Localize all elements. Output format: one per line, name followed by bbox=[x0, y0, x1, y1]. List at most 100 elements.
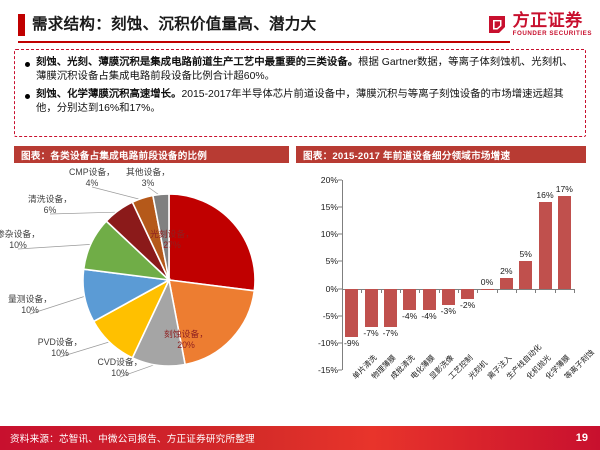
bullet-dot-icon bbox=[25, 62, 30, 67]
title-underline bbox=[18, 41, 510, 43]
y-axis-tick-mark bbox=[338, 179, 342, 181]
pie-slice-label: PVD设备， 10% bbox=[38, 337, 82, 359]
bullet-text: 刻蚀、光刻、薄膜沉积是集成电路前道生产工艺中最重要的三类设备。根据 Gartne… bbox=[36, 56, 575, 85]
x-axis-tick-mark bbox=[458, 288, 459, 293]
pie-label-name: 量测设备， bbox=[8, 294, 52, 305]
pie-label-value: 20% bbox=[177, 340, 195, 350]
bar-value-label: -4% bbox=[421, 311, 437, 322]
bar bbox=[538, 201, 552, 289]
pie-slice-label: CMP设备， 4% bbox=[69, 167, 115, 189]
pie-label-name: 光刻设备， bbox=[150, 229, 194, 240]
pie-label-name: CVD设备， bbox=[97, 357, 143, 368]
bar-chart-panel: 20% 15% 10% 5% 0% -5% -10% -15% -9% 单片清洗 -7% 物理薄膜 -7… bbox=[296, 168, 596, 418]
pie-label-value: 10% bbox=[21, 305, 39, 315]
bar bbox=[345, 288, 359, 338]
key-points-callout: 刻蚀、光刻、薄膜沉积是集成电路前道生产工艺中最重要的三类设备。根据 Gartne… bbox=[14, 49, 586, 137]
y-axis-tick-label: 10% bbox=[320, 229, 338, 240]
bar-chart-plot: 20% 15% 10% 5% 0% -5% -10% -15% -9% 单片清洗 -7% 物理薄膜 -7… bbox=[318, 175, 596, 381]
bullet-item: 刻蚀、化学薄膜沉积高速增长。2015-2017年半导体芯片前道设备中，薄膜沉积与… bbox=[25, 88, 575, 117]
bar bbox=[403, 288, 417, 311]
pie-slice-label: 刻蚀设备， 20% bbox=[164, 329, 208, 351]
bar-value-label: -3% bbox=[440, 305, 456, 316]
x-axis-tick-mark bbox=[554, 288, 556, 293]
y-axis-tick-mark bbox=[338, 369, 342, 371]
chart-caption-right: 图表：2015-2017 年前道设备细分领域市场增速 bbox=[296, 146, 586, 163]
bullet-body: 2015-2017年半导体芯片前道设备中，薄膜沉积与等离子刻蚀设备的市场增速远超… bbox=[36, 88, 564, 115]
bar-value-label: -4% bbox=[402, 311, 418, 322]
bar bbox=[557, 196, 571, 289]
y-axis-tick-mark bbox=[338, 233, 342, 235]
bar-value-label: 0% bbox=[480, 276, 494, 287]
slide-header: 需求结构：刻蚀、沉积价值量高、潜力大 方正证券 FOUNDER SECURITI… bbox=[0, 0, 600, 46]
pie-label-value: 4% bbox=[85, 178, 99, 188]
slide-footer: 资料来源：芯智讯、中微公司报告、方正证券研究所整理 19 bbox=[0, 426, 600, 450]
x-axis-tick-mark bbox=[535, 288, 537, 293]
bar bbox=[480, 288, 494, 290]
bar-value-label: -7% bbox=[382, 327, 398, 338]
bar bbox=[461, 288, 475, 300]
bar-value-label: 16% bbox=[536, 189, 554, 200]
pie-chart-panel: 光刻设备， 27% 刻蚀设备， 20% CVD设备， 10% PVD设备， 10% 量测设备， 1… bbox=[0, 167, 289, 418]
pie-slice-label: CVD设备， 10% bbox=[98, 357, 143, 379]
source-note: 资料来源：芯智讯、中微公司报告、方正证券研究所整理 bbox=[10, 434, 255, 445]
logo-mark-icon bbox=[486, 14, 508, 36]
y-axis-tick-label: -10% bbox=[317, 337, 338, 348]
pie-label-value: 10% bbox=[111, 368, 129, 378]
pie-label-value: 6% bbox=[43, 205, 57, 215]
bar-value-label: 5% bbox=[519, 249, 532, 260]
pie-label-name: 其他设备， bbox=[126, 167, 170, 178]
x-axis-tick-mark bbox=[574, 288, 575, 293]
pie-slice bbox=[151, 193, 170, 281]
x-axis-tick-mark bbox=[477, 288, 479, 293]
bullet-dot-icon bbox=[25, 93, 30, 99]
bullet-text: 刻蚀、化学薄膜沉积高速增长。2015-2017年半导体芯片前道设备中，薄膜沉积与… bbox=[36, 88, 575, 117]
x-axis-tick-mark bbox=[419, 288, 421, 293]
bar bbox=[499, 277, 513, 289]
title-accent-bar bbox=[18, 14, 25, 36]
x-axis-tick-mark bbox=[380, 288, 382, 293]
y-axis-tick-label: 0% bbox=[325, 283, 338, 294]
pie-slice-label: 清洗设备， 6% bbox=[28, 194, 72, 216]
y-axis-tick-mark bbox=[338, 260, 342, 262]
bar-value-label: -9% bbox=[344, 338, 360, 349]
pie-label-name: 掺杂设备， bbox=[0, 229, 40, 240]
pie-label-value: 27% bbox=[163, 240, 181, 250]
bar bbox=[422, 288, 436, 311]
pie-label-name: PVD设备， bbox=[37, 337, 83, 348]
x-axis-tick-mark bbox=[496, 288, 498, 293]
pie-leader-lines bbox=[17, 186, 162, 378]
bullet-body: 根据 Gartner数据，等离子体刻蚀机、光刻机、薄膜沉积设备占集成电路前段设备… bbox=[36, 57, 573, 83]
y-axis-tick-mark bbox=[338, 342, 342, 344]
pie-slice-label: 量测设备， 10% bbox=[8, 294, 52, 316]
bullet-lead: 刻蚀、化学薄膜沉积高速增长。 bbox=[36, 88, 182, 100]
x-axis-tick-mark bbox=[438, 288, 440, 293]
x-axis-tick-mark bbox=[516, 288, 517, 293]
y-axis-tick-mark bbox=[338, 206, 342, 208]
bar bbox=[364, 288, 378, 327]
chart-caption-left: 图表：各类设备占集成电路前段设备的比例 bbox=[14, 146, 289, 163]
bar bbox=[519, 261, 533, 289]
bar bbox=[383, 288, 397, 327]
bar-value-label: -2% bbox=[460, 300, 476, 311]
pie-slice bbox=[168, 279, 256, 366]
pie-label-value: 10% bbox=[9, 240, 27, 250]
y-axis-tick-label: 20% bbox=[320, 175, 338, 185]
y-axis-tick-label: -15% bbox=[317, 365, 338, 375]
bar-value-label: 2% bbox=[500, 265, 513, 276]
bullet-lead: 刻蚀、光刻、薄膜沉积是集成电路前道生产工艺中最重要的三类设备。 bbox=[36, 57, 359, 68]
pie-label-name: CMP设备， bbox=[69, 167, 115, 178]
bullet-item: 刻蚀、光刻、薄膜沉积是集成电路前道生产工艺中最重要的三类设备。根据 Gartne… bbox=[25, 56, 575, 85]
pie-slice-label: 掺杂设备， 10% bbox=[0, 229, 40, 251]
page-title: 需求结构：刻蚀、沉积价值量高、潜力大 bbox=[32, 16, 317, 33]
x-axis-tick-mark bbox=[400, 288, 401, 293]
pie-label-name: 刻蚀设备， bbox=[164, 329, 208, 340]
y-axis-tick-mark bbox=[338, 288, 342, 290]
pie-label-name: 清洗设备， bbox=[28, 194, 72, 205]
pie-slice bbox=[168, 193, 256, 292]
y-axis-tick-label: 15% bbox=[320, 202, 338, 213]
y-axis-tick-label: -5% bbox=[322, 310, 338, 321]
page-number: 19 bbox=[575, 432, 588, 444]
founder-securities-logo: 方正证券 FOUNDER SECURITIES bbox=[486, 9, 592, 41]
pie-label-value: 10% bbox=[51, 348, 69, 358]
bar-value-label: -7% bbox=[363, 327, 379, 338]
